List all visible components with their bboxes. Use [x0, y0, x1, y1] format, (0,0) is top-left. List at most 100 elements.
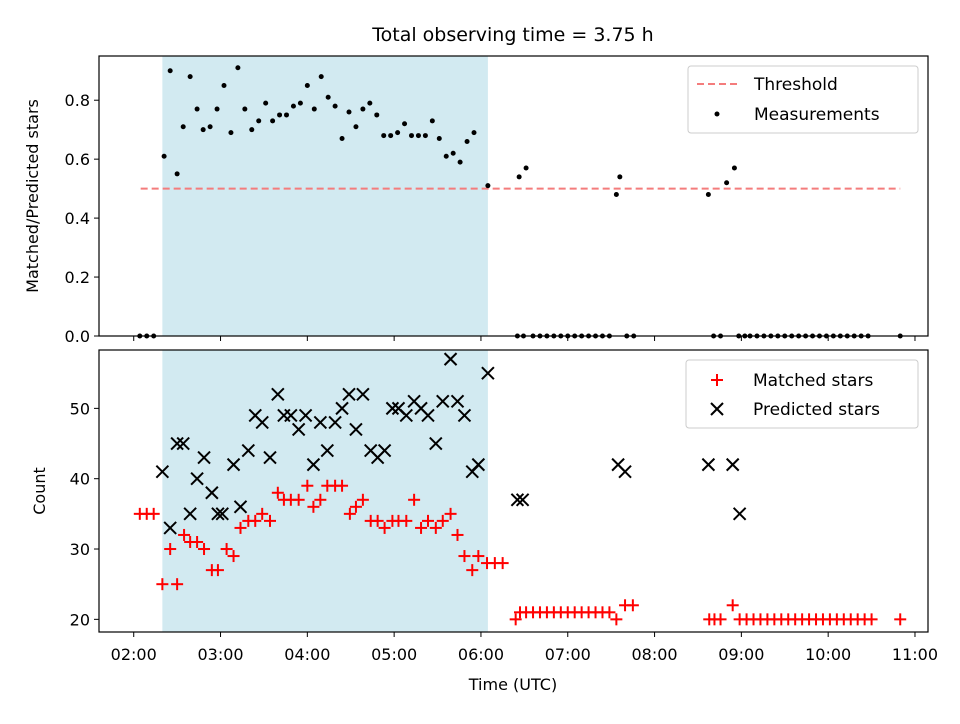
- measurement-point: [256, 118, 262, 124]
- matched-star-point: [147, 507, 160, 520]
- predicted-star-point: [732, 507, 747, 521]
- xtick-label: 02:00: [111, 645, 157, 664]
- measurement-point: [464, 138, 470, 144]
- legend-predicted-label: Predicted stars: [753, 400, 880, 420]
- predicted-star-point: [471, 457, 486, 472]
- matched-star-point: [509, 613, 522, 626]
- predicted-star-point: [176, 436, 190, 451]
- matched-star-point: [421, 514, 434, 527]
- bottom-ytick-label: 40: [70, 470, 90, 489]
- predicted-star-point: [356, 387, 370, 402]
- xtick-label: 06:00: [458, 645, 504, 664]
- predicted-star-point: [481, 366, 495, 380]
- measurement-point: [325, 94, 331, 100]
- xtick-label: 11:00: [892, 645, 938, 664]
- matched-star-point: [301, 479, 314, 492]
- observing-window-shade-bottom: [162, 350, 488, 632]
- measurement-point: [367, 100, 373, 106]
- measurement-point: [485, 183, 491, 189]
- measurement-point: [221, 82, 227, 88]
- bottom-panel: 20 30 40 50 02:00 03:00 04:00 05:00 06:00 07:00 0…: [30, 349, 938, 694]
- matched-star-point: [626, 599, 639, 612]
- xtick-label: 05:00: [371, 645, 417, 664]
- top-ytick-label: 0.2: [65, 268, 90, 287]
- measurement-point: [346, 109, 352, 115]
- matched-star-point: [714, 613, 727, 626]
- measurement-point: [613, 192, 619, 198]
- matched-star-point: [164, 543, 177, 556]
- predicted-star-point: [215, 507, 229, 521]
- matched-star-point: [191, 535, 204, 548]
- predicted-star-point: [190, 471, 204, 486]
- predicted-star-point: [701, 457, 716, 472]
- predicted-star-point: [349, 422, 363, 437]
- measurement-point: [332, 103, 338, 109]
- top-ytick-label: 0.8: [65, 91, 90, 110]
- predicted-star-point: [510, 493, 525, 507]
- matched-star-point: [894, 613, 907, 626]
- predicted-star-point: [226, 457, 241, 472]
- xtick-label: 04:00: [284, 645, 330, 664]
- observing-window-shade-top: [162, 56, 488, 336]
- predicted-star-point: [450, 394, 465, 409]
- matched-star-point: [378, 521, 391, 534]
- bottom-axes-frame: [98, 349, 929, 633]
- legend-threshold-label: Threshold: [753, 75, 838, 95]
- matched-star-point: [371, 514, 384, 527]
- predicted-star-point: [443, 352, 458, 366]
- measurement-point: [339, 136, 345, 142]
- bottom-ytick-label: 20: [70, 610, 90, 629]
- measurement-point: [270, 118, 276, 124]
- measurement-point: [304, 82, 310, 88]
- predicted-star-point: [255, 415, 269, 430]
- top-ytick-label: 0.4: [65, 209, 90, 228]
- matched-star-point: [400, 514, 413, 527]
- predicted-star-point: [197, 450, 211, 465]
- predicted-star-point: [211, 507, 225, 521]
- xtick-label: 03:00: [197, 645, 243, 664]
- top-axes-frame: [98, 55, 929, 337]
- measurement-point: [471, 130, 477, 136]
- measurement-point: [402, 121, 408, 127]
- measurement-point: [284, 112, 290, 118]
- predicted-star-point: [170, 436, 184, 451]
- measurement-point: [724, 180, 730, 186]
- legend-matched-label: Matched stars: [753, 371, 873, 391]
- measurement-point: [207, 124, 213, 130]
- matched-star-point: [444, 507, 457, 520]
- bottom-y-axis-label: Count: [30, 467, 49, 515]
- measurement-point: [705, 192, 711, 198]
- top-ytick-label: 0.6: [65, 150, 90, 169]
- predicted-star-point: [298, 408, 313, 423]
- matched-star-point: [436, 514, 449, 527]
- top-ytick-label: 0.0: [65, 327, 90, 346]
- measurement-point: [161, 153, 167, 159]
- measurement-point: [290, 103, 296, 109]
- predicted-star-point: [306, 457, 321, 472]
- matched-star-point: [178, 528, 191, 541]
- matched-star-point: [865, 613, 878, 626]
- predicted-star-point: [284, 408, 298, 423]
- xtick-label: 09:00: [718, 645, 764, 664]
- predicted-star-point: [205, 486, 219, 500]
- measurement-point: [228, 130, 234, 136]
- bottom-ytick-label: 50: [70, 399, 90, 418]
- matched-star-point: [472, 550, 485, 563]
- predicted-star-point: [515, 493, 530, 507]
- predicted-star-point: [725, 457, 740, 472]
- measurement-point: [200, 127, 206, 133]
- measurement-point: [409, 133, 415, 139]
- predicted-star-point: [436, 394, 450, 409]
- predicted-star-point: [263, 450, 277, 465]
- matched-star-point: [610, 613, 623, 626]
- bottom-legend: Matched stars Predicted stars: [685, 359, 919, 429]
- legend-measurements-swatch: [714, 111, 720, 117]
- matched-star-point: [458, 550, 471, 563]
- measurement-point: [617, 174, 623, 180]
- predicted-star-point: [335, 401, 349, 416]
- measurement-point: [374, 112, 380, 118]
- matched-star-point: [234, 521, 247, 534]
- legend-matched-swatch: [711, 374, 723, 386]
- measurement-point: [457, 159, 463, 165]
- predicted-star-point: [241, 443, 256, 458]
